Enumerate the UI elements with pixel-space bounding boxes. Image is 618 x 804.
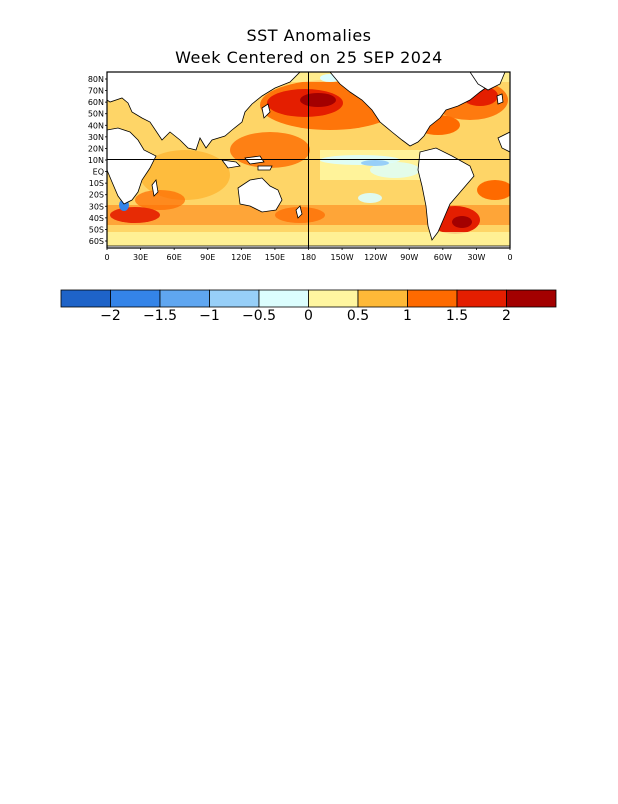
longitude-tick-label: 180 [301,253,316,262]
colorbar-tick-label: −0.5 [242,308,276,324]
colorbar-tick-label: 1.5 [446,308,468,324]
eurasia-land [107,72,301,151]
latitude-tick-label: EQ [93,168,104,177]
north-america-land [329,72,501,147]
colorbar-swatch [258,289,309,308]
africa-land [107,127,157,205]
colorbar-tick-label: −1 [199,308,220,324]
longitude-tick-label: 150W [330,253,353,262]
colorbar-swatch [506,289,557,308]
colorbar-swatch [209,289,260,308]
colorbar-tick-label: 2 [502,308,511,324]
latitude-tick-label: 30N [88,133,104,142]
colorbar [60,289,557,308]
latitude-tick-label: 20N [88,144,104,153]
longitude-tick-label: 0 [507,253,512,262]
map-title: SST Anomalies [246,26,372,45]
new-zealand-land [295,205,303,219]
colorbar-tick-labels: −2 −1.5 −1 −0.5 0 0.5 1 1.5 2 [100,308,511,324]
japan-land [261,103,271,119]
australia-land [237,177,283,213]
africa-west-land [497,131,510,153]
map-subtitle: Week Centered on 25 SEP 2024 [175,48,443,67]
colorbar-tick-label: 0 [304,308,313,324]
colorbar-swatch [60,289,111,308]
longitude-tick-label: 150E [265,253,285,262]
longitude-tick-label: 90E [200,253,215,262]
colorbar-tick-label: −2 [100,308,121,324]
longitude-axis: 0 30E 60E 90E 120E 150E 180 150W 120W 90W 60W 30W 0 [104,248,513,262]
greenland-land [469,72,506,91]
colorbar-swatch [308,289,359,308]
longitude-tick-label: 120W [364,253,387,262]
colorbar-swatch [456,289,507,308]
latitude-tick-label: 10N [88,156,104,165]
longitude-tick-label: 30W [467,253,485,262]
latitude-tick-label: 50S [89,225,104,234]
colorbar-swatch [357,289,408,308]
colorbar-tick-label: 1 [403,308,412,324]
latitude-tick-label: 80N [88,75,104,84]
longitude-tick-label: 60E [167,253,182,262]
longitude-tick-label: 60W [434,253,452,262]
latitude-tick-label: 50N [88,110,104,119]
colorbar-swatch [159,289,210,308]
longitude-tick-label: 120E [231,253,251,262]
madagascar-land [151,179,159,197]
colorbar-swatch [407,289,458,308]
colorbar-tick-label: −1.5 [143,308,177,324]
latitude-tick-label: 40N [88,121,104,130]
latitude-tick-label: 10S [89,179,104,188]
colorbar-swatch [110,289,161,308]
longitude-tick-label: 90W [400,253,418,262]
latitude-axis: 80N 70N 60N 50N 40N 30N 20N 10N EQ 10S 20S 30S 40S 50… [88,75,107,246]
latitude-tick-label: 20S [89,191,104,200]
colorbar-tick-label: 0.5 [347,308,369,324]
uk-land [496,93,504,105]
latitude-tick-label: 70N [88,87,104,96]
longitude-tick-label: 0 [104,253,109,262]
latitude-tick-label: 60S [89,237,104,246]
longitude-tick-label: 30E [133,253,148,262]
latitude-tick-label: 40S [89,214,104,223]
latitude-tick-label: 60N [88,98,104,107]
latitude-tick-label: 30S [89,202,104,211]
